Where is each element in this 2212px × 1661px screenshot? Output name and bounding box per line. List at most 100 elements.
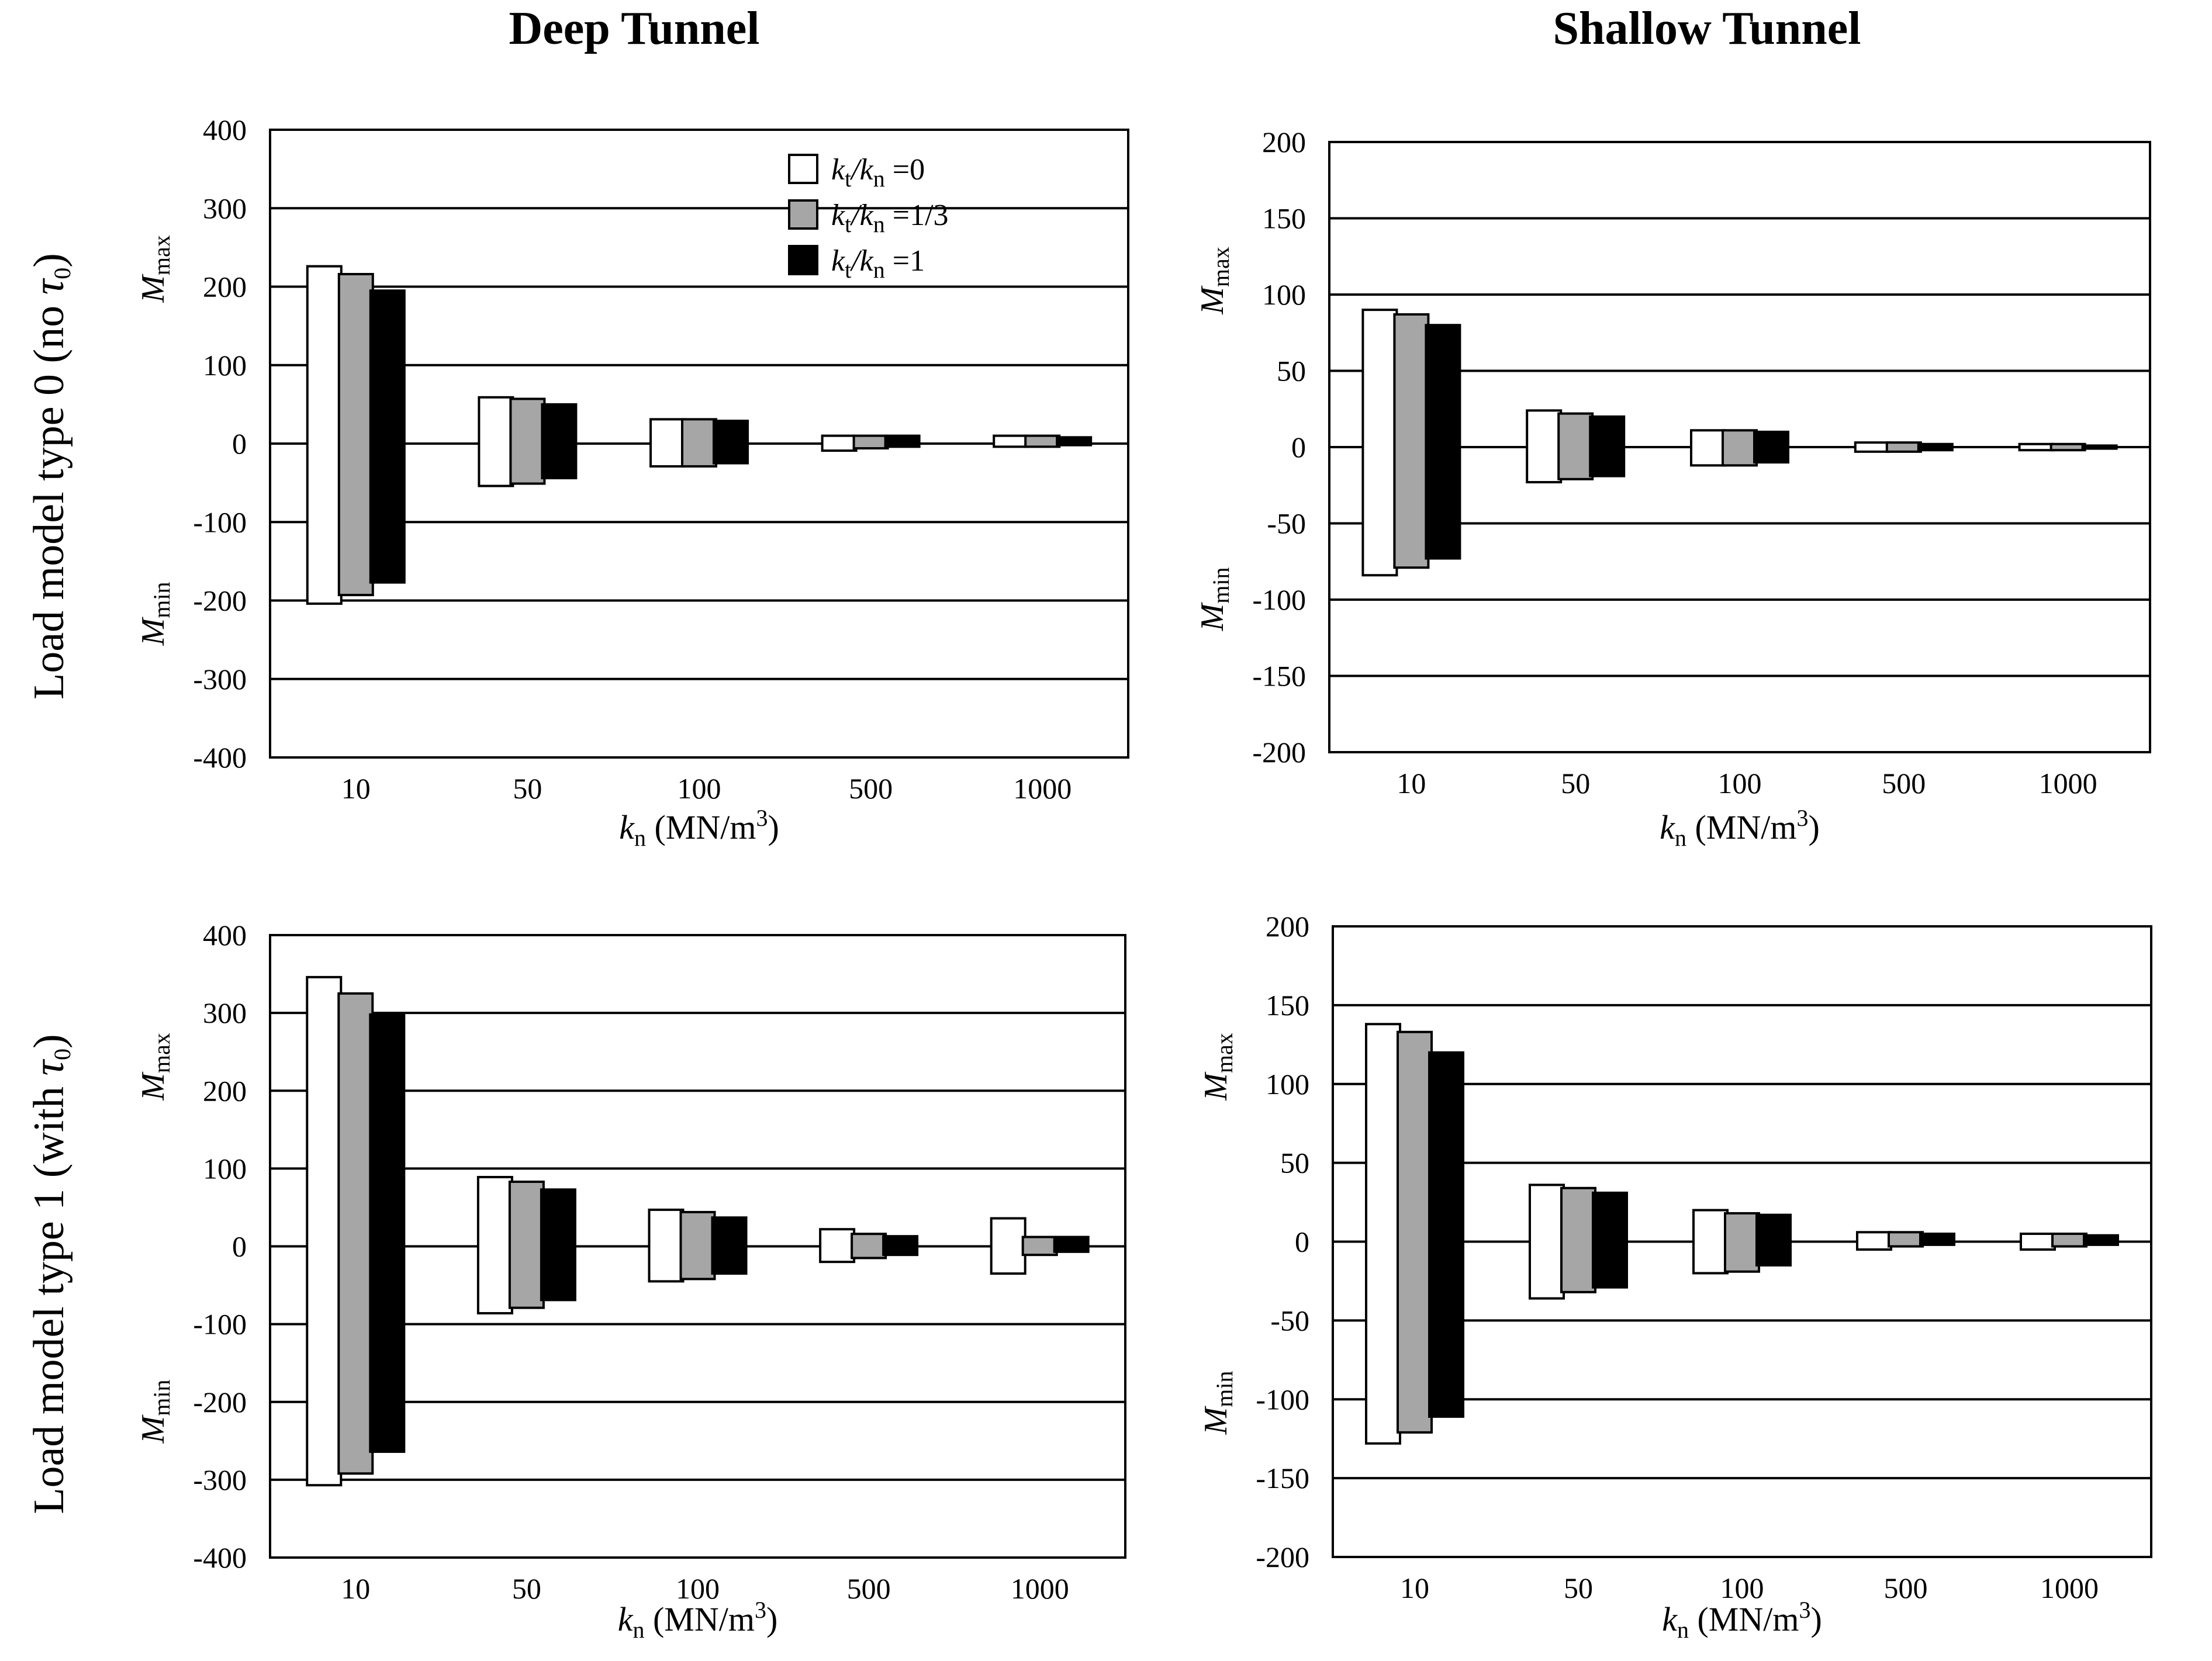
bar-kt/kn=1-100 <box>1755 1213 1792 1266</box>
x-tick-label: 1000 <box>1011 1572 1069 1605</box>
y-tick-label: 200 <box>1262 126 1306 158</box>
y-side-label-min-text: Mmin <box>135 1380 175 1444</box>
bar-kt/kn=0-500 <box>1854 441 1890 453</box>
bar-kt/kn=1-100 <box>711 1216 748 1275</box>
x-axis-label-unit: (MN/m <box>644 1600 755 1638</box>
legend-sub2: n <box>873 165 885 192</box>
bar-kt/kn=0-1000 <box>2020 1233 2056 1251</box>
legend-label-kt/kn=1: kt/kn =1 <box>831 244 925 283</box>
legend: kt/kn =0kt/kn =1/3kt/kn =1 <box>788 153 949 283</box>
x-tick-label: 500 <box>849 772 893 805</box>
legend-label-kt/kn=0: kt/kn =0 <box>831 153 925 192</box>
legend-k1: k <box>831 244 845 278</box>
x-tick-label: 1000 <box>2040 1572 2099 1604</box>
bar-kt/kn=1/3-500 <box>852 434 889 450</box>
x-tick-label: 500 <box>1882 767 1926 800</box>
bar-kt/kn=0-500 <box>821 434 858 452</box>
x-axis-label-close: ) <box>1808 808 1819 846</box>
y-side-label-max: Mmax <box>1194 247 1234 315</box>
x-tick-label: 50 <box>1564 1572 1593 1604</box>
bar-kt/kn=1-10 <box>1428 1051 1464 1418</box>
x-axis-label-close: ) <box>766 1600 777 1638</box>
bar-kt/kn=1-100 <box>713 420 749 465</box>
x-axis-label-sup: 3 <box>755 1597 766 1623</box>
bar-kt/kn=0-1000 <box>990 1217 1026 1275</box>
y-tick-label: -200 <box>193 1386 247 1418</box>
y-tick-label: -50 <box>1270 1304 1309 1337</box>
y-side-label-min-main: M <box>135 616 171 646</box>
y-side-label-min-sub: min <box>1208 567 1234 604</box>
x-tick-label: 10 <box>1397 767 1426 800</box>
y-side-label-max-main: M <box>135 1071 171 1101</box>
y-side-label-max: Mmax <box>1198 1033 1238 1101</box>
y-tick-label: -150 <box>1252 660 1306 693</box>
bar-kt/kn=1-500 <box>884 434 921 448</box>
legend-swatch-kt/kn=1 <box>788 245 818 275</box>
bar-kt/kn=0-1000 <box>2018 442 2055 452</box>
y-tick-label: 150 <box>1266 989 1309 1022</box>
y-tick-label: -300 <box>193 663 247 695</box>
bar-kt/kn=1/3-100 <box>1722 429 1758 467</box>
row-title-type0-subscript: 0 <box>49 268 75 279</box>
x-axis-label-unit: (MN/m <box>646 808 756 846</box>
bar-kt/kn=1-1000 <box>2081 444 2118 450</box>
y-tick-label: 0 <box>1295 1226 1309 1258</box>
x-axis-label-unit: (MN/m <box>1686 808 1797 846</box>
bar-kt/kn=0-10 <box>1365 1023 1401 1445</box>
x-tick-label: 100 <box>676 1572 720 1605</box>
x-axis-label-sup: 3 <box>1796 805 1808 831</box>
x-axis-label: kn (MN/m3) <box>618 1597 778 1643</box>
bar-kt/kn=0-1000 <box>993 434 1029 448</box>
y-tick-label: -400 <box>193 1541 247 1574</box>
x-axis-label-sup: 3 <box>1799 1597 1810 1623</box>
y-tick-label: 50 <box>1280 1147 1309 1179</box>
y-tick-label: 0 <box>1291 431 1306 463</box>
bar-kt/kn=0-100 <box>1690 429 1726 467</box>
bar-kt/kn=1/3-500 <box>1885 441 1922 453</box>
x-axis-label-sub: n <box>1675 825 1686 851</box>
x-tick-label: 100 <box>678 772 721 805</box>
y-side-label-min-text: Mmin <box>1194 567 1234 632</box>
x-axis-label: kn (MN/m3) <box>1662 1597 1822 1643</box>
x-tick-label: 1000 <box>2039 767 2097 800</box>
y-tick-label: -50 <box>1267 507 1306 540</box>
x-axis-label-sub: n <box>1677 1617 1689 1643</box>
bar-kt/kn=1/3-100 <box>679 1210 716 1281</box>
y-tick-label: 100 <box>1266 1068 1309 1101</box>
bar-kt/kn=1/3-50 <box>508 1181 545 1309</box>
legend-k1: k <box>831 199 845 232</box>
svg-text:Load model type 0 (no τ0): Load model type 0 (no τ0) <box>25 253 75 700</box>
bar-kt/kn=0-50 <box>1529 1184 1565 1300</box>
legend-k2: /k <box>849 199 873 232</box>
y-tick-label: 150 <box>1262 202 1306 235</box>
y-tick-label: -100 <box>193 506 247 538</box>
legend-k2: /k <box>849 153 873 186</box>
bar-kt/kn=1/3-100 <box>1724 1212 1760 1273</box>
row-title-type1-text: Load model type 1 (with <box>25 1076 73 1514</box>
plot-frame <box>269 934 1126 1559</box>
plot-frame <box>1332 925 2152 1558</box>
x-tick-label: 100 <box>1718 767 1762 800</box>
y-side-label-min-main: M <box>135 1414 171 1444</box>
y-tick-label: 100 <box>203 1152 247 1185</box>
y-side-label-max: Mmax <box>135 1033 175 1101</box>
column-title-shallow: Shallow Tunnel <box>1553 3 1861 54</box>
row-title-type1-suffix: ) <box>25 1034 73 1048</box>
y-tick-label: 0 <box>232 1230 247 1263</box>
legend-k1: k <box>831 153 845 186</box>
y-side-label-max: Mmax <box>135 235 175 303</box>
y-side-label-max-main: M <box>1194 285 1231 315</box>
bar-kt/kn=0-500 <box>819 1228 856 1264</box>
y-tick-label: -100 <box>1252 583 1306 616</box>
bar-kt/kn=1-10 <box>369 1013 406 1453</box>
y-side-label-max-sub: max <box>148 1033 175 1073</box>
legend-sub1: t <box>845 165 851 192</box>
legend-sub1: t <box>845 211 851 237</box>
bar-kt/kn=1/3-1000 <box>1021 1236 1058 1257</box>
y-side-label-min-main: M <box>1194 601 1231 631</box>
bar-kt/kn=1-500 <box>1919 1233 1955 1246</box>
x-axis-label-sub: n <box>634 825 646 851</box>
bar-kt/kn=0-100 <box>1692 1209 1729 1275</box>
